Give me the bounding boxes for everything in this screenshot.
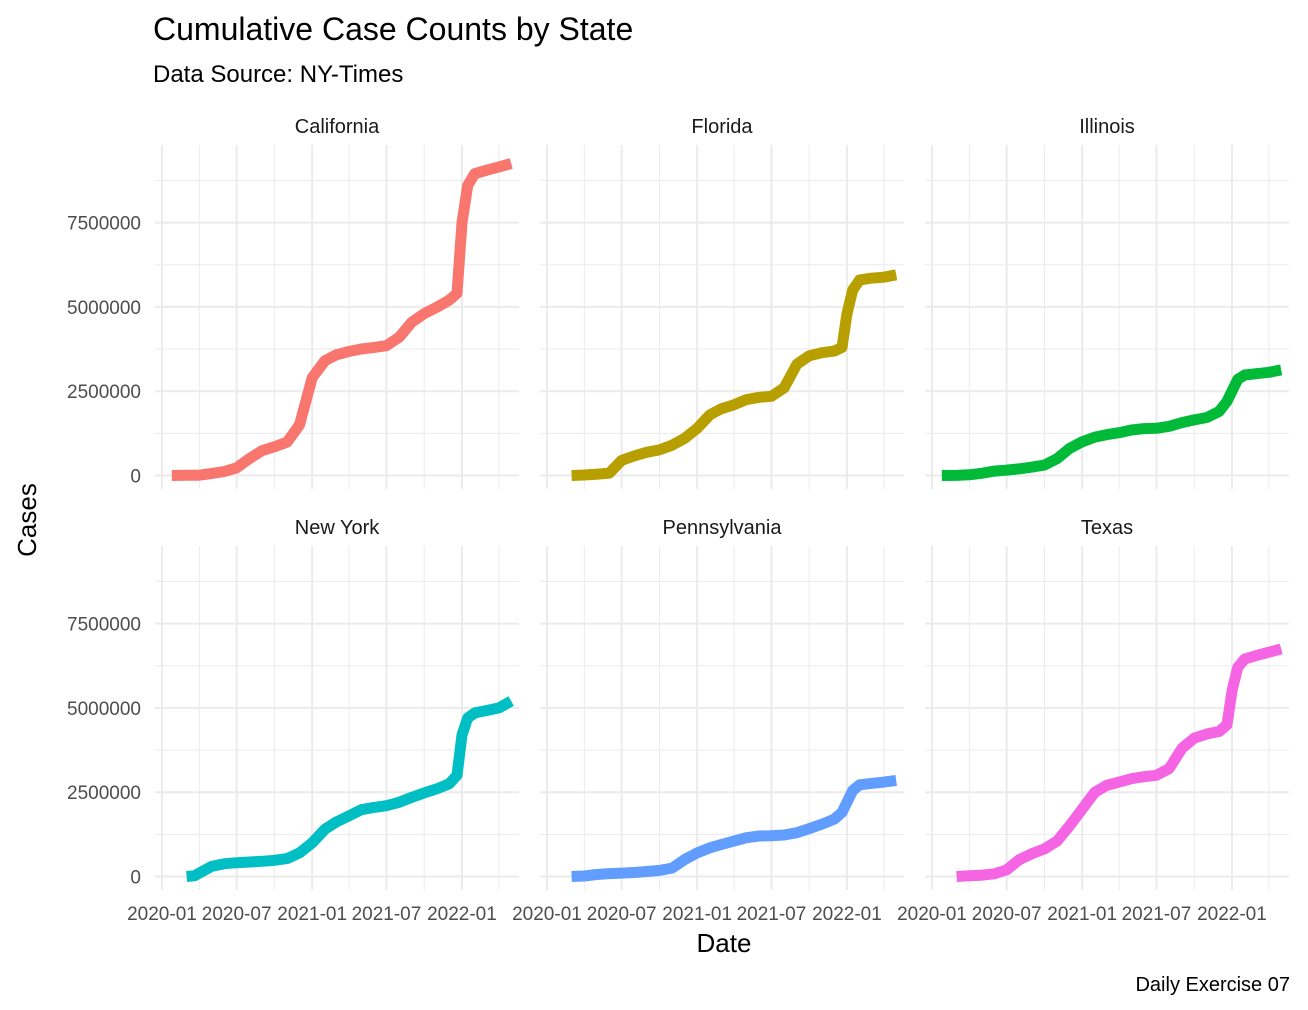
- series-line-pennsylvania: [571, 774, 897, 882]
- x-tick-label: 2022-01: [1197, 904, 1267, 925]
- x-tick-label: 2021-07: [352, 904, 422, 925]
- strip-label: Pennsylvania: [663, 517, 783, 539]
- x-tick-label: 2021-01: [662, 904, 732, 925]
- x-tick-label: 2021-01: [1047, 904, 1117, 925]
- series-line-florida: [571, 269, 898, 481]
- chart-caption: Daily Exercise 07: [1135, 974, 1290, 996]
- series-line-california: [171, 158, 513, 481]
- x-axis-title: Date: [697, 928, 752, 958]
- y-tick-label: 5000000: [67, 699, 141, 720]
- y-tick-label: 5000000: [67, 298, 141, 319]
- chart-subtitle: Data Source: NY-Times: [153, 61, 403, 88]
- facet-illinois: Illinois: [925, 116, 1289, 489]
- series-line-illinois: [941, 364, 1283, 481]
- x-tick-label: 2021-01: [277, 904, 347, 925]
- series-line-new-york: [186, 696, 514, 882]
- x-tick-label: 2022-01: [427, 904, 497, 925]
- y-tick-label: 2500000: [67, 783, 141, 804]
- facet-panels: California 0 2500000 5000000 7500000 Florida I…: [67, 116, 1289, 925]
- y-tick-label: 2500000: [67, 382, 141, 403]
- y-tick-label: 0: [130, 467, 141, 488]
- x-tick-label: 2020-01: [897, 904, 967, 925]
- series-line-texas: [956, 643, 1283, 882]
- x-tick-label: 2021-07: [1122, 904, 1192, 925]
- facet-florida: Florida: [540, 116, 904, 489]
- facet-texas: Texas 2020-01 2020-07 2021-01 2021-07 2022-01: [897, 517, 1289, 925]
- strip-label: Texas: [1081, 517, 1133, 539]
- strip-label: California: [295, 116, 380, 138]
- strip-label: Illinois: [1079, 116, 1135, 138]
- strip-label: Florida: [691, 116, 753, 138]
- x-tick-label: 2020-07: [202, 904, 272, 925]
- facet-pennsylvania: Pennsylvania 2020-01 2020-07 2021-01 2021-07…: [512, 517, 904, 925]
- y-tick-label: 0: [130, 868, 141, 889]
- y-tick-label: 7500000: [67, 615, 141, 636]
- strip-label: New York: [295, 517, 380, 539]
- x-tick-label: 2020-01: [512, 904, 582, 925]
- x-tick-label: 2021-07: [737, 904, 807, 925]
- x-tick-label: 2020-07: [972, 904, 1042, 925]
- facet-california: California 0 2500000 5000000 7500000: [67, 116, 519, 489]
- x-tick-label: 2020-07: [587, 904, 657, 925]
- x-tick-label: 2022-01: [812, 904, 882, 925]
- y-tick-label: 7500000: [67, 214, 141, 235]
- y-axis-title: Cases: [12, 483, 42, 557]
- x-tick-label: 2020-01: [127, 904, 197, 925]
- chart-title: Cumulative Case Counts by State: [153, 11, 633, 47]
